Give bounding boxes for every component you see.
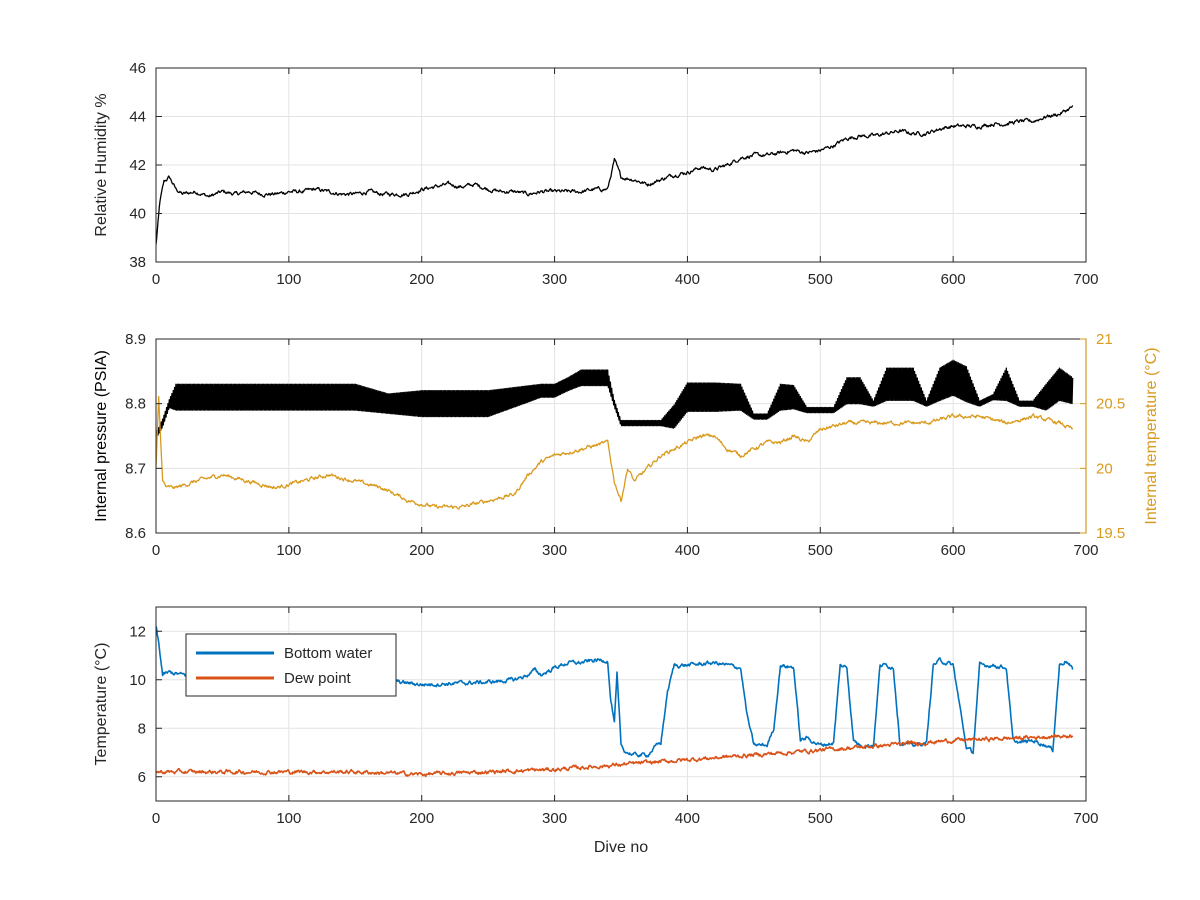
y2-axis-label: Internal temperature (°C) — [1143, 347, 1160, 524]
x-tick-label: 300 — [542, 810, 567, 827]
x-axis: 0 100 200 300 400 500 600 700 — [152, 339, 1099, 559]
grid — [155, 67, 1087, 263]
y2-axis: 19.5 20 20.5 21 — [1080, 331, 1125, 542]
y-tick-label: 8.9 — [125, 331, 146, 348]
plot-area — [156, 359, 1074, 510]
x-tick-label: 500 — [808, 810, 833, 827]
y2-tick-label: 20.5 — [1096, 396, 1125, 413]
y-tick-label: 38 — [129, 254, 146, 271]
humidity-panel: 0 100 200 300 400 500 600 700 38 40 42 44 46 Relati… — [93, 60, 1099, 288]
legend: Bottom water Dew point — [185, 633, 397, 697]
y-tick-label: 8.6 — [125, 525, 146, 542]
y-tick-label: 40 — [129, 206, 146, 223]
y-axis-label: Relative Humidity % — [93, 93, 110, 236]
temperature-panel: 0 100 200 300 400 500 600 700 6 8 10 12 Temperatur… — [93, 606, 1099, 856]
pressure-temperature-panel: 0 100 200 300 400 500 600 700 8.6 8.7 8.8 8.9 19.5… — [93, 331, 1160, 559]
x-tick-label: 100 — [276, 542, 301, 559]
y-axis: 38 40 42 44 46 — [129, 60, 1086, 271]
y-axis: 6 8 10 12 — [129, 623, 1086, 786]
y-tick-label: 8.7 — [125, 460, 146, 477]
x-tick-label: 300 — [542, 271, 567, 288]
y2-tick-label: 19.5 — [1096, 525, 1125, 542]
x-tick-label: 700 — [1073, 542, 1098, 559]
y-tick-label: 12 — [129, 623, 146, 640]
x-axis: 0 100 200 300 400 500 600 700 — [152, 607, 1099, 827]
axes-frame — [155, 606, 1087, 802]
x-tick-label: 200 — [409, 542, 434, 559]
x-tick-label: 400 — [675, 271, 700, 288]
y2-tick-label: 20 — [1096, 460, 1113, 477]
x-tick-label: 0 — [152, 271, 160, 288]
x-tick-label: 200 — [409, 810, 434, 827]
x-tick-label: 500 — [808, 542, 833, 559]
y-tick-label: 44 — [129, 109, 146, 126]
x-axis: 0 100 200 300 400 500 600 700 — [152, 68, 1099, 288]
series-line-dew-point — [156, 733, 1074, 778]
y-tick-label: 42 — [129, 157, 146, 174]
x-tick-label: 100 — [276, 271, 301, 288]
y-axis-label: Internal pressure (PSIA) — [93, 350, 110, 522]
x-tick-label: 400 — [675, 542, 700, 559]
y2-tick-label: 21 — [1096, 331, 1113, 348]
x-tick-label: 600 — [941, 271, 966, 288]
legend-label-dew-point: Dew point — [284, 670, 352, 687]
y-tick-label: 6 — [138, 769, 146, 786]
x-tick-label: 0 — [152, 542, 160, 559]
legend-box — [185, 633, 397, 697]
x-tick-label: 200 — [409, 271, 434, 288]
legend-label-bottom-water: Bottom water — [284, 645, 372, 662]
x-tick-label: 600 — [941, 542, 966, 559]
series-line-1 — [156, 396, 1074, 510]
y-axis-label: Temperature (°C) — [93, 643, 110, 766]
x-tick-label: 300 — [542, 542, 567, 559]
x-tick-label: 100 — [276, 810, 301, 827]
y-tick-label: 8 — [138, 720, 146, 737]
y-axis: 8.6 8.7 8.8 8.9 — [125, 331, 162, 542]
x-tick-label: 500 — [808, 271, 833, 288]
x-tick-label: 700 — [1073, 271, 1098, 288]
x-tick-label: 400 — [675, 810, 700, 827]
y-tick-label: 8.8 — [125, 396, 146, 413]
x-tick-label: 600 — [941, 810, 966, 827]
y-tick-label: 10 — [129, 672, 146, 689]
plot-area — [156, 105, 1074, 245]
series-line-0 — [156, 359, 1074, 439]
x-tick-label: 0 — [152, 810, 160, 827]
series-line-0 — [156, 105, 1074, 245]
y-tick-label: 46 — [129, 60, 146, 77]
x-axis-label: Dive no — [594, 839, 648, 856]
x-tick-label: 700 — [1073, 810, 1098, 827]
